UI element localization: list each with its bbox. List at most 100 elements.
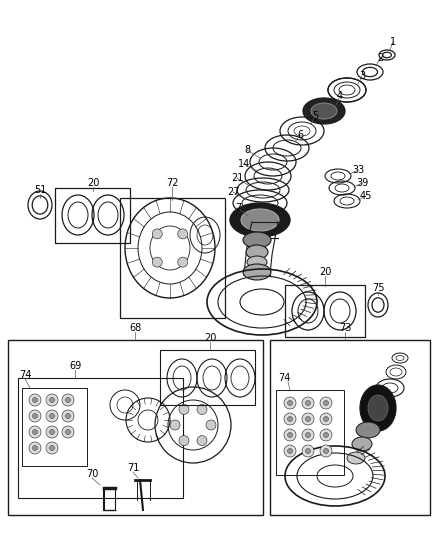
Text: 2: 2 — [377, 53, 383, 63]
Ellipse shape — [352, 437, 372, 451]
Ellipse shape — [303, 98, 345, 124]
Text: 20: 20 — [319, 267, 331, 277]
Circle shape — [62, 426, 74, 438]
Circle shape — [284, 397, 296, 409]
Text: 45: 45 — [360, 191, 372, 201]
Circle shape — [320, 429, 332, 441]
Circle shape — [179, 405, 189, 415]
Text: 8: 8 — [244, 145, 250, 155]
Text: 51: 51 — [34, 185, 46, 195]
Circle shape — [32, 430, 38, 434]
Text: 14: 14 — [238, 159, 250, 169]
Circle shape — [46, 394, 58, 406]
Ellipse shape — [178, 229, 188, 239]
Bar — [8, 340, 263, 515]
Circle shape — [29, 394, 41, 406]
Circle shape — [49, 414, 54, 418]
Circle shape — [305, 448, 311, 454]
Text: 33: 33 — [352, 165, 364, 175]
Ellipse shape — [152, 257, 162, 267]
Circle shape — [284, 445, 296, 457]
Ellipse shape — [368, 395, 388, 421]
Text: 5: 5 — [312, 111, 318, 121]
Circle shape — [324, 416, 328, 422]
Circle shape — [62, 410, 74, 422]
Circle shape — [284, 429, 296, 441]
Circle shape — [305, 400, 311, 406]
Circle shape — [32, 446, 38, 450]
Circle shape — [302, 413, 314, 425]
Bar — [285, 285, 365, 337]
Circle shape — [284, 413, 296, 425]
Text: 68: 68 — [129, 323, 141, 333]
Circle shape — [66, 430, 71, 434]
Circle shape — [66, 414, 71, 418]
Text: 1: 1 — [390, 37, 396, 47]
Bar — [22, 388, 87, 466]
Circle shape — [206, 420, 216, 430]
Text: 20: 20 — [204, 333, 216, 343]
Bar — [18, 378, 183, 498]
Circle shape — [324, 432, 328, 438]
Circle shape — [66, 398, 71, 402]
Text: 7: 7 — [235, 203, 241, 213]
Text: 21: 21 — [231, 173, 243, 183]
Circle shape — [32, 398, 38, 402]
Circle shape — [287, 416, 293, 422]
Circle shape — [49, 446, 54, 450]
Text: 71: 71 — [127, 463, 139, 473]
Circle shape — [320, 413, 332, 425]
Bar — [160, 350, 255, 405]
Text: 4: 4 — [337, 91, 343, 101]
Text: 3: 3 — [359, 71, 365, 81]
Circle shape — [287, 400, 293, 406]
Ellipse shape — [356, 422, 380, 438]
Circle shape — [46, 442, 58, 454]
Circle shape — [324, 448, 328, 454]
Text: 39: 39 — [356, 178, 368, 188]
Circle shape — [46, 410, 58, 422]
Circle shape — [287, 448, 293, 454]
Text: 72: 72 — [166, 178, 178, 188]
Circle shape — [46, 426, 58, 438]
Ellipse shape — [360, 385, 396, 431]
Ellipse shape — [230, 203, 290, 237]
Circle shape — [302, 397, 314, 409]
Circle shape — [197, 435, 207, 446]
Ellipse shape — [247, 256, 267, 268]
Text: 74: 74 — [19, 370, 31, 380]
Text: 74: 74 — [278, 373, 290, 383]
Text: 20: 20 — [87, 178, 99, 188]
Circle shape — [32, 414, 38, 418]
Bar — [276, 390, 344, 475]
Bar — [55, 188, 130, 243]
Text: 6: 6 — [297, 130, 303, 140]
Circle shape — [302, 445, 314, 457]
Circle shape — [287, 432, 293, 438]
Circle shape — [49, 398, 54, 402]
Text: 70: 70 — [86, 469, 98, 479]
Circle shape — [197, 405, 207, 415]
Circle shape — [324, 400, 328, 406]
Circle shape — [170, 420, 180, 430]
Text: 75: 75 — [372, 283, 384, 293]
Ellipse shape — [347, 452, 365, 464]
Circle shape — [179, 435, 189, 446]
Circle shape — [29, 410, 41, 422]
Circle shape — [302, 429, 314, 441]
Ellipse shape — [243, 264, 271, 280]
Bar — [270, 340, 430, 515]
Ellipse shape — [246, 245, 268, 259]
Text: 69: 69 — [69, 361, 81, 371]
Circle shape — [29, 442, 41, 454]
Ellipse shape — [311, 103, 337, 119]
Circle shape — [62, 394, 74, 406]
Circle shape — [320, 397, 332, 409]
Ellipse shape — [152, 229, 162, 239]
Text: 27: 27 — [227, 187, 239, 197]
Text: 73: 73 — [339, 323, 351, 333]
Ellipse shape — [241, 209, 279, 231]
Circle shape — [320, 445, 332, 457]
Bar — [120, 198, 225, 318]
Circle shape — [305, 432, 311, 438]
